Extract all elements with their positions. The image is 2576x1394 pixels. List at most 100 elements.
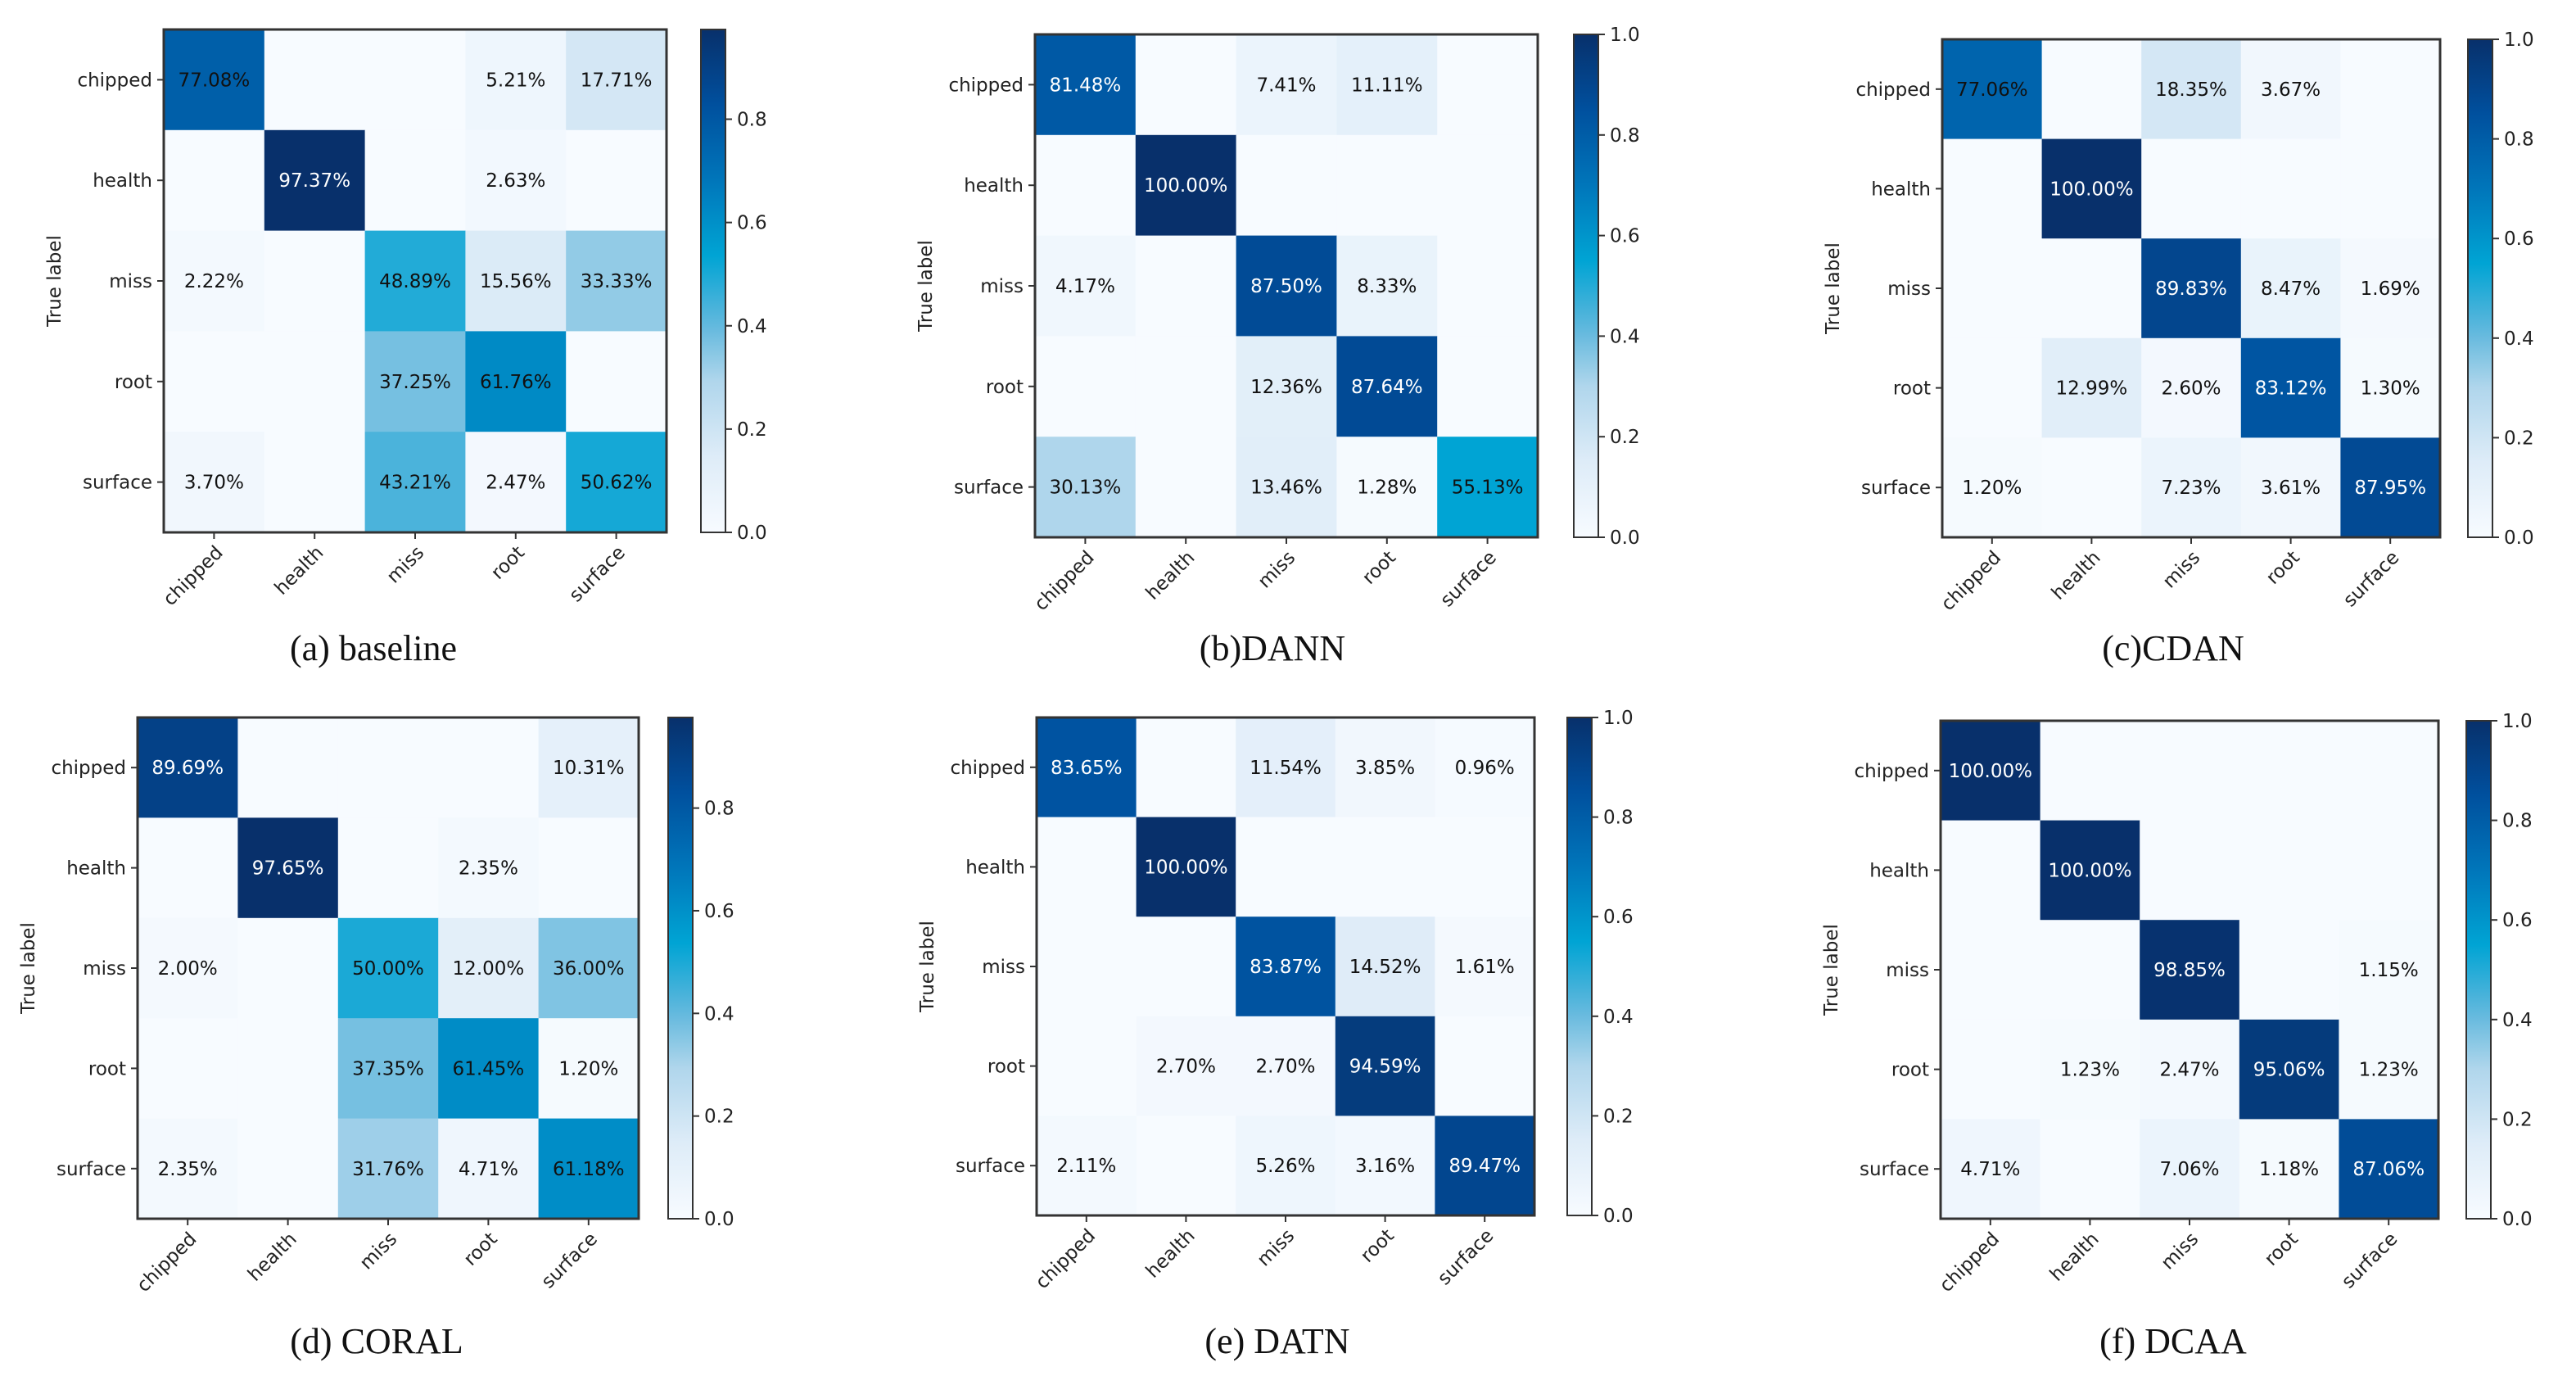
heatmap-cell <box>2339 1019 2439 1120</box>
heatmap-cell <box>2141 337 2242 438</box>
cell-value-label: 87.50% <box>1250 276 1322 297</box>
heatmap-cell <box>1236 34 1337 136</box>
heatmap-cell <box>138 1018 238 1120</box>
heatmap-cell <box>2041 138 2142 239</box>
cell-value-label: 94.59% <box>1349 1057 1421 1078</box>
colorbar-tick-label: 1.0 <box>1610 25 1640 46</box>
colorbar <box>1566 717 1593 1216</box>
heatmap-cell <box>2140 920 2240 1021</box>
heatmap-cell <box>2141 39 2242 140</box>
heatmap-cell <box>264 29 366 131</box>
heatmap-cell <box>1236 336 1337 437</box>
cell-value-label: 87.95% <box>2354 477 2426 499</box>
cell-value-label: 2.35% <box>459 858 518 880</box>
heatmap-cell <box>1942 337 2043 438</box>
colorbar-tick-label: 0.2 <box>2504 428 2534 449</box>
y-tick-label: root <box>115 372 152 393</box>
heatmap-cell <box>1135 437 1237 538</box>
cell-value-label: 2.47% <box>486 473 545 494</box>
heatmap-cell <box>337 1018 439 1120</box>
heatmap-cell <box>2340 238 2441 339</box>
cell-value-label: 2.35% <box>158 1159 218 1180</box>
colorbar-tick-label: 0.8 <box>2504 129 2534 151</box>
heatmap-cell <box>364 331 466 432</box>
cell-value-label: 1.28% <box>1357 477 1417 499</box>
heatmap-cell <box>364 29 466 131</box>
x-tick-label: root <box>1358 547 1400 589</box>
heatmap-cell <box>1236 134 1337 237</box>
colorbar-tick-label: 0.0 <box>704 1209 734 1230</box>
y-tick-label: chipped <box>1854 761 1929 782</box>
colorbar-tick-label: 1.0 <box>2504 29 2534 51</box>
heatmap-cell <box>1236 235 1337 337</box>
heatmap-cell <box>465 331 567 432</box>
heatmap-cell <box>164 432 265 533</box>
colorbar-tick-label: 0.0 <box>2502 1209 2533 1230</box>
colorbar <box>1573 34 1599 538</box>
heatmap-cell <box>1035 34 1137 136</box>
heatmap-cell <box>1336 336 1438 437</box>
x-tick-label: health <box>244 1229 301 1286</box>
heatmap-cell <box>2340 437 2441 538</box>
cell-value-label: 1.18% <box>2259 1159 2319 1180</box>
x-tick-label: miss <box>2158 1229 2203 1274</box>
colorbar-tick-label: 0.6 <box>1603 907 1634 928</box>
cell-value-label: 81.48% <box>1050 75 1122 96</box>
colorbar-tick-label: 0.8 <box>737 110 767 131</box>
heatmap-cell <box>566 432 667 533</box>
cell-value-label: 97.65% <box>252 858 324 880</box>
heatmap-cell <box>237 717 339 818</box>
cell-value-label: 77.06% <box>1956 79 2028 101</box>
x-tick-label: miss <box>383 542 429 588</box>
cell-value-label: 89.69% <box>151 758 224 779</box>
heatmap-cell <box>2339 721 2439 821</box>
cell-value-label: 2.11% <box>1056 1156 1116 1177</box>
x-tick-label: surface <box>1434 1225 1498 1289</box>
cell-value-label: 2.70% <box>1156 1057 1216 1078</box>
y-axis-label: True label <box>1823 242 1844 335</box>
y-tick-label: miss <box>1886 960 1929 981</box>
heatmap-cell <box>1941 1119 2041 1220</box>
heatmap-cell <box>364 129 466 232</box>
cell-value-label: 2.60% <box>2161 378 2221 400</box>
x-tick-label: surface <box>1436 547 1500 611</box>
heatmap-cell <box>538 1018 639 1120</box>
cell-value-label: 89.47% <box>1448 1156 1521 1177</box>
cell-value-label: 11.54% <box>1250 758 1322 779</box>
heatmap-cell <box>1136 1016 1236 1116</box>
cell-value-label: 4.17% <box>1055 276 1115 297</box>
heatmap-cell <box>1941 820 2041 921</box>
cell-value-label: 1.15% <box>2359 960 2419 981</box>
x-tick-label: root <box>2261 1229 2303 1270</box>
heatmap-cell <box>2240 39 2341 140</box>
x-tick-label: health <box>1142 547 1200 604</box>
heatmap-cell <box>1037 817 1137 917</box>
heatmap-cell <box>538 917 639 1019</box>
panel-caption: (f) DCAA <box>2099 1321 2247 1361</box>
cell-value-label: 3.85% <box>1355 758 1415 779</box>
heatmap-cell <box>1941 920 2041 1021</box>
cell-value-label: 17.71% <box>581 70 653 91</box>
cell-value-label: 95.06% <box>2253 1060 2325 1081</box>
heatmap-cell <box>566 29 667 131</box>
x-tick-label: surface <box>565 542 629 606</box>
x-tick-label: surface <box>2338 1229 2402 1292</box>
y-tick-label: root <box>88 1058 126 1079</box>
heatmap-cell <box>337 1118 439 1220</box>
heatmap-cell <box>2240 437 2341 538</box>
heatmap-cell <box>566 129 667 232</box>
heatmap-cell <box>1336 235 1438 337</box>
heatmap-cell <box>1236 917 1336 1017</box>
heatmap-cell <box>164 331 265 432</box>
heatmap-cell <box>465 230 567 332</box>
colorbar-tick-label: 0.4 <box>2504 328 2534 350</box>
cell-value-label: 36.00% <box>553 958 625 980</box>
colorbar <box>2467 38 2493 538</box>
panel-caption: (d) CORAL <box>290 1321 463 1361</box>
cell-value-label: 77.08% <box>179 70 251 91</box>
heatmap-cell <box>1236 1116 1336 1216</box>
x-tick-label: chipped <box>160 542 228 610</box>
colorbar <box>700 29 726 533</box>
heatmap-cell <box>1335 717 1435 818</box>
heatmap-cell <box>1941 1019 2041 1120</box>
